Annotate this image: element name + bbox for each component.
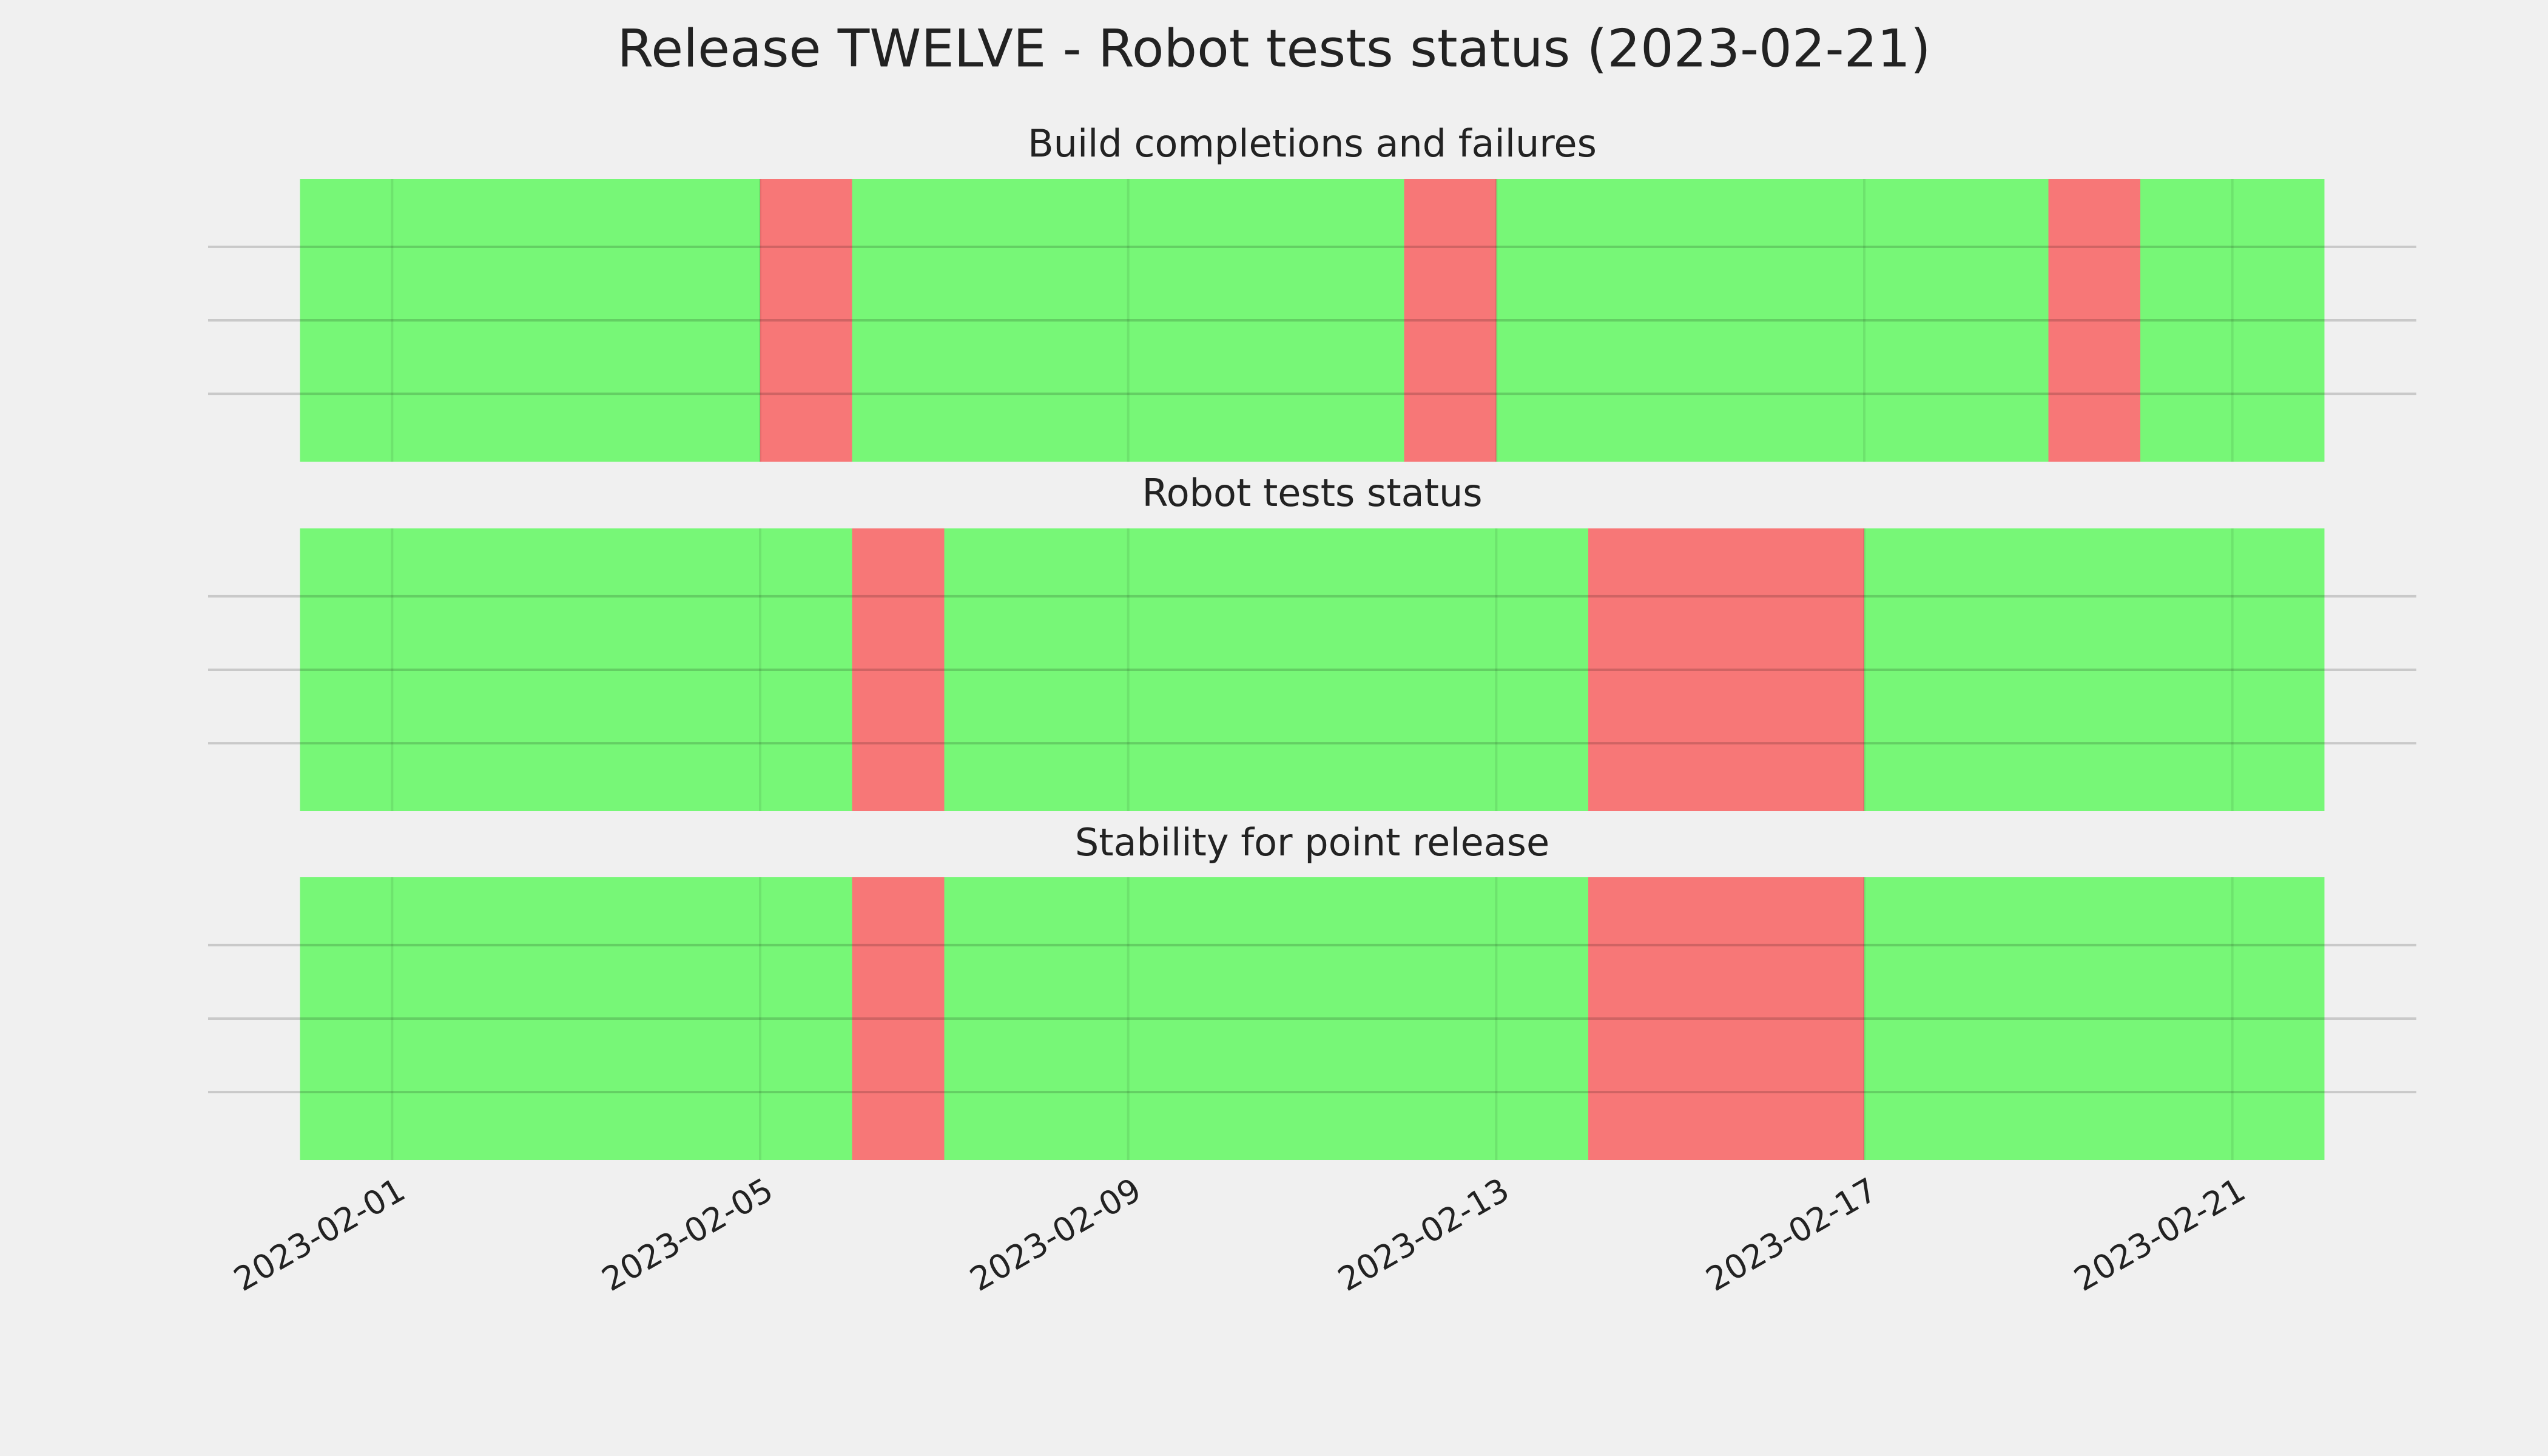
status-span [1036,877,1128,1160]
status-span [1312,877,1404,1160]
status-span [760,179,852,462]
status-span [484,877,576,1160]
chart-title: Release TWELVE - Robot tests status (202… [617,18,1930,79]
status-span [1496,179,1588,462]
status-span [1588,179,1680,462]
subplot-title: Stability for point release [1075,820,1549,864]
status-span [1772,179,1864,462]
status-span [2140,528,2233,811]
status-span [1864,528,1956,811]
status-span [1404,877,1497,1160]
status-span [1956,179,2049,462]
status-span [2232,528,2325,811]
status-span [2048,179,2140,462]
status-span [852,877,945,1160]
subplot-title: Build completions and failures [1028,121,1597,166]
status-span [1772,877,1864,1160]
status-span [2140,179,2233,462]
status-span [2048,877,2140,1160]
status-span [392,528,484,811]
status-span [668,179,760,462]
status-span [300,877,393,1160]
status-span [1496,877,1588,1160]
status-span [760,877,852,1160]
status-span [2232,877,2325,1160]
status-span [1680,528,1773,811]
status-span [300,179,393,462]
status-span [1680,179,1773,462]
status-span [1404,528,1497,811]
status-span [944,877,1036,1160]
status-span [2140,877,2233,1160]
status-span [1036,528,1128,811]
status-span [392,877,484,1160]
status-span [1864,179,1956,462]
status-span [1588,528,1680,811]
status-span [1128,877,1221,1160]
status-span [1404,179,1497,462]
status-span [484,528,576,811]
status-span [392,179,484,462]
status-span [2232,179,2325,462]
status-span [760,528,852,811]
status-span [668,877,760,1160]
status-span [1588,877,1680,1160]
status-span [1680,877,1773,1160]
status-span [1956,877,2049,1160]
status-span [944,179,1036,462]
status-span [1772,528,1864,811]
status-span [576,528,669,811]
status-span [1220,877,1312,1160]
status-span [1496,528,1588,811]
status-span [1128,179,1221,462]
status-span [852,528,945,811]
status-span [576,877,669,1160]
status-span [300,528,393,811]
status-span [1956,528,2049,811]
status-span [576,179,669,462]
status-span [2048,528,2140,811]
status-span [1128,528,1221,811]
status-span [668,528,760,811]
status-span [944,528,1036,811]
status-span [1220,179,1312,462]
status-span [1220,528,1312,811]
subplot-title: Robot tests status [1142,471,1482,515]
status-span [1312,528,1404,811]
status-span [484,179,576,462]
status-span [1312,179,1404,462]
status-span [1864,877,1956,1160]
status-span [852,179,945,462]
status-span [1036,179,1128,462]
